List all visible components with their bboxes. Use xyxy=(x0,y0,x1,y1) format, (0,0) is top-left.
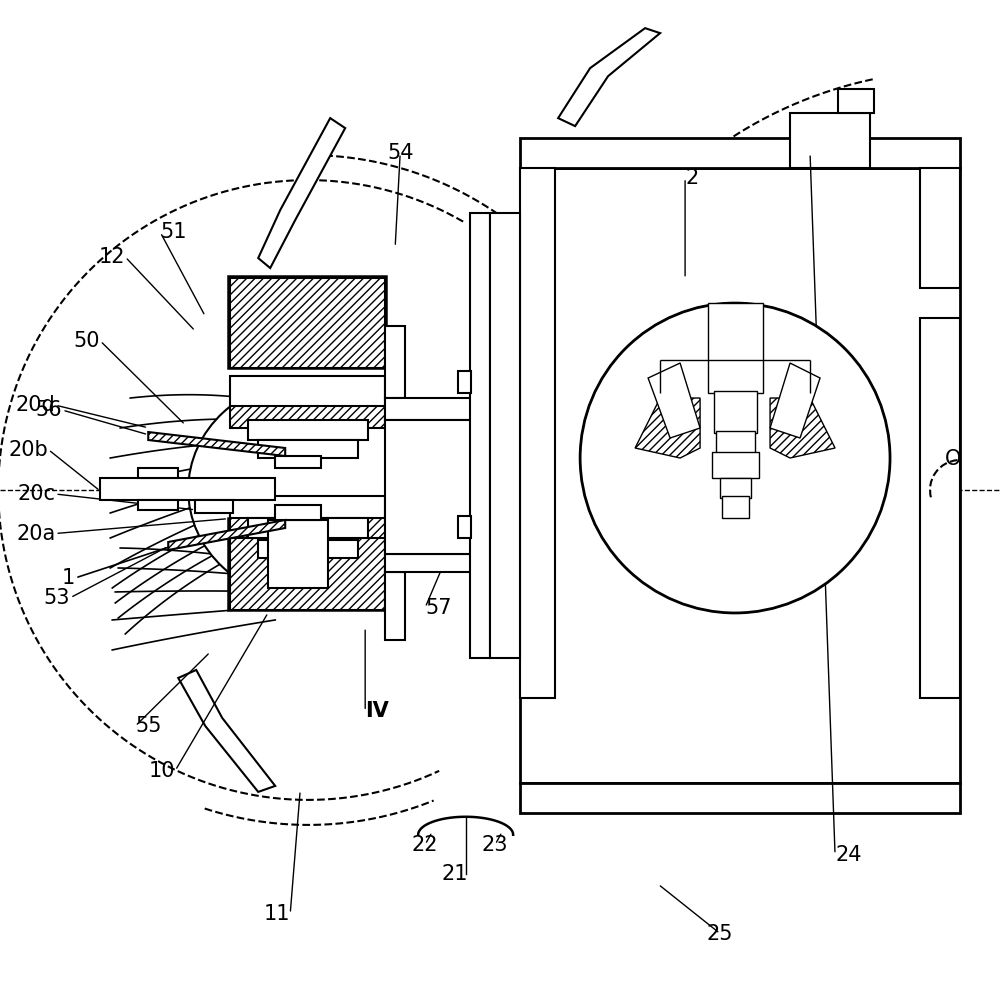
Polygon shape xyxy=(230,406,385,428)
Text: 25: 25 xyxy=(707,924,733,944)
Text: 55: 55 xyxy=(135,716,162,736)
Text: 56: 56 xyxy=(36,400,62,420)
Polygon shape xyxy=(708,303,763,393)
Polygon shape xyxy=(258,119,345,268)
Text: 11: 11 xyxy=(264,904,290,924)
Polygon shape xyxy=(258,540,358,558)
Polygon shape xyxy=(714,391,757,433)
Text: 24: 24 xyxy=(835,845,862,864)
Polygon shape xyxy=(716,431,755,453)
Text: 12: 12 xyxy=(99,247,125,267)
Polygon shape xyxy=(720,478,751,498)
Polygon shape xyxy=(100,478,275,500)
Polygon shape xyxy=(722,496,749,518)
Polygon shape xyxy=(178,670,275,792)
Polygon shape xyxy=(458,516,471,538)
Polygon shape xyxy=(230,278,385,369)
Polygon shape xyxy=(138,500,178,510)
Polygon shape xyxy=(458,371,471,393)
Text: 50: 50 xyxy=(74,331,100,351)
Polygon shape xyxy=(385,572,405,640)
Text: 52: 52 xyxy=(475,212,502,232)
Polygon shape xyxy=(635,398,700,458)
Text: 20a: 20a xyxy=(16,524,55,543)
Text: 57: 57 xyxy=(425,598,452,618)
Polygon shape xyxy=(168,520,285,550)
Polygon shape xyxy=(230,516,385,538)
Polygon shape xyxy=(275,456,321,468)
Polygon shape xyxy=(490,213,520,658)
Text: 54: 54 xyxy=(387,143,413,163)
Text: O: O xyxy=(945,450,961,469)
Polygon shape xyxy=(385,326,405,398)
Polygon shape xyxy=(520,782,960,813)
Polygon shape xyxy=(712,453,759,478)
Ellipse shape xyxy=(390,476,470,504)
Text: 20b: 20b xyxy=(9,440,48,459)
Polygon shape xyxy=(770,398,835,458)
Polygon shape xyxy=(385,554,485,572)
Polygon shape xyxy=(520,138,960,168)
Text: 1: 1 xyxy=(62,568,75,588)
Text: 10: 10 xyxy=(149,761,175,781)
Text: IV: IV xyxy=(365,701,389,721)
Polygon shape xyxy=(790,113,870,168)
Polygon shape xyxy=(385,398,485,420)
Polygon shape xyxy=(558,28,660,126)
Polygon shape xyxy=(648,363,700,438)
Circle shape xyxy=(580,303,890,613)
Polygon shape xyxy=(385,420,485,554)
Text: 20c: 20c xyxy=(17,484,55,504)
Polygon shape xyxy=(520,168,960,782)
Polygon shape xyxy=(838,89,874,113)
Text: 22: 22 xyxy=(412,835,438,855)
Polygon shape xyxy=(770,363,820,438)
Polygon shape xyxy=(520,168,555,698)
Text: 53: 53 xyxy=(44,588,70,608)
Text: 20d: 20d xyxy=(16,395,55,415)
Polygon shape xyxy=(248,518,368,538)
Polygon shape xyxy=(195,500,233,513)
Text: 21: 21 xyxy=(442,864,468,884)
Text: 51: 51 xyxy=(160,222,187,242)
Polygon shape xyxy=(920,168,960,288)
Polygon shape xyxy=(230,518,385,610)
Ellipse shape xyxy=(188,380,428,600)
Text: 20: 20 xyxy=(490,356,517,375)
Polygon shape xyxy=(248,420,368,440)
Polygon shape xyxy=(138,468,178,478)
Polygon shape xyxy=(470,213,490,658)
Polygon shape xyxy=(230,496,385,518)
Text: 2: 2 xyxy=(685,168,698,188)
Polygon shape xyxy=(275,505,321,520)
Polygon shape xyxy=(268,520,328,588)
Text: 23: 23 xyxy=(482,835,508,855)
Polygon shape xyxy=(148,432,285,456)
Polygon shape xyxy=(920,318,960,698)
Polygon shape xyxy=(258,440,358,458)
Polygon shape xyxy=(230,376,385,408)
